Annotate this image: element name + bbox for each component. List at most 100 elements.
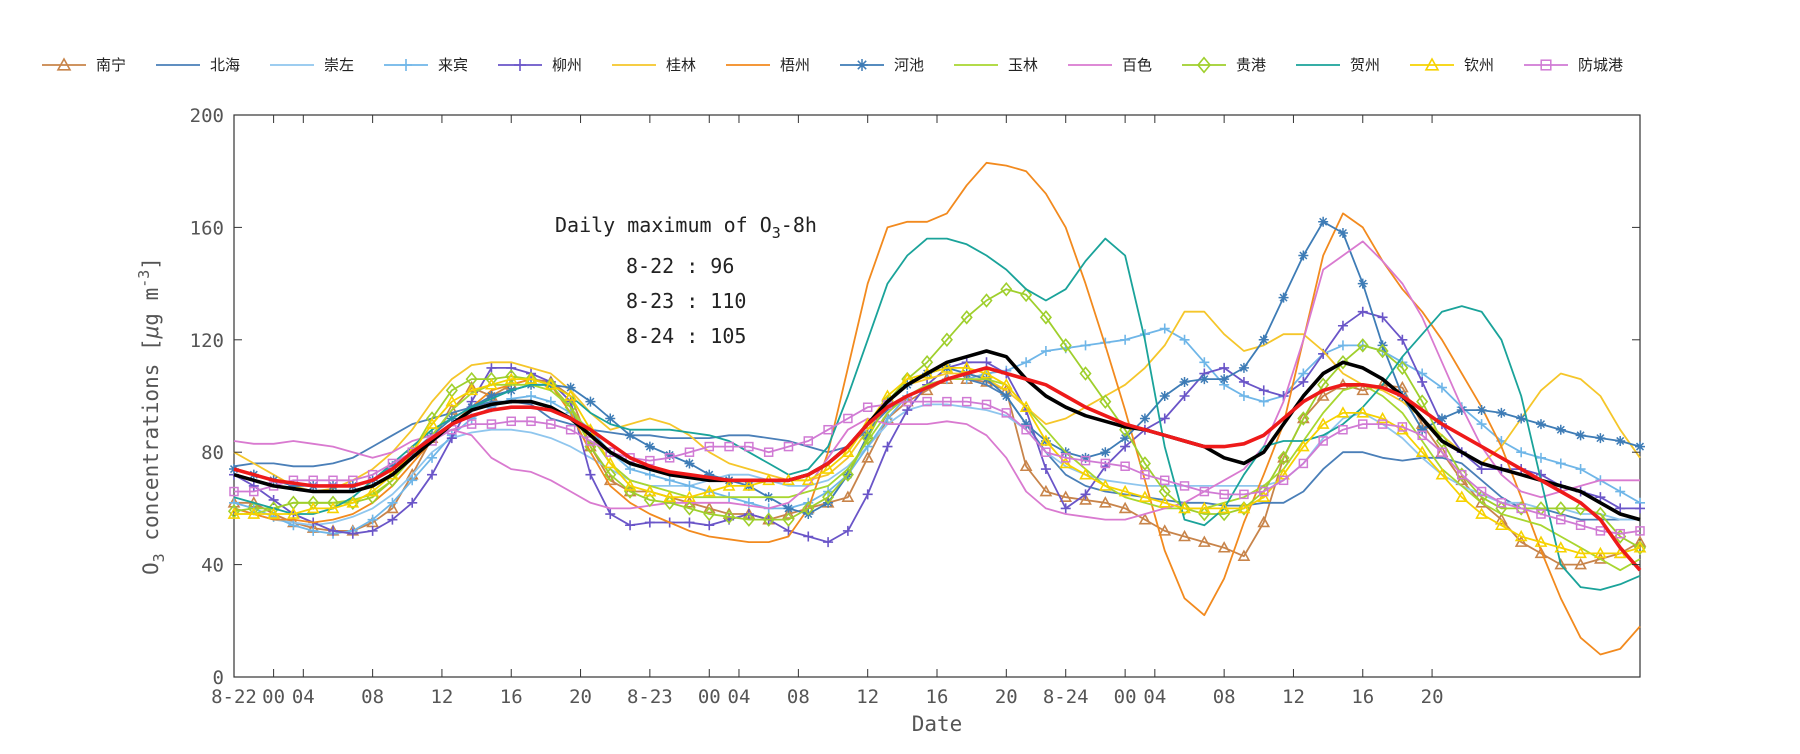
data-point <box>1338 424 1348 435</box>
data-point <box>940 332 953 348</box>
data-point <box>1436 382 1447 393</box>
data-point <box>644 469 655 480</box>
data-point <box>1356 338 1369 353</box>
data-point <box>1574 546 1587 559</box>
data-point <box>1516 503 1526 514</box>
legend-label: 钦州 <box>1464 56 1494 74</box>
data-point <box>724 441 734 452</box>
data-point <box>1277 450 1290 466</box>
annotation-title-end: -8h <box>781 213 817 237</box>
data-point <box>1001 408 1012 418</box>
data-point <box>367 514 378 525</box>
data-point <box>704 441 715 452</box>
legend-item: 钦州 <box>1410 56 1494 74</box>
legend-label: 桂林 <box>666 56 696 74</box>
data-point <box>1514 535 1528 547</box>
data-point <box>1615 435 1626 446</box>
data-point <box>1554 501 1567 516</box>
data-point <box>684 447 695 457</box>
data-point <box>1120 441 1131 452</box>
legend-item: 崇左 <box>270 56 354 74</box>
data-point <box>783 441 794 452</box>
data-point <box>1318 216 1329 227</box>
data-point <box>861 430 874 446</box>
data-point <box>1556 514 1566 525</box>
data-point <box>505 369 518 384</box>
data-point <box>704 520 715 531</box>
data-point <box>1337 320 1348 331</box>
x-tick-label: 20 <box>569 686 592 708</box>
data-point <box>1159 413 1170 424</box>
data-point <box>1417 424 1428 435</box>
data-point <box>704 469 715 480</box>
data-point <box>1535 452 1546 463</box>
data-point <box>1594 546 1607 559</box>
legend-item: 贺州 <box>1296 56 1380 74</box>
data-point <box>1575 430 1586 441</box>
data-point <box>1278 475 1289 486</box>
data-point <box>1635 526 1645 536</box>
data-point <box>1575 520 1586 531</box>
data-point <box>1417 376 1428 387</box>
legend-label: 玉林 <box>1008 56 1038 74</box>
data-point <box>1118 484 1132 497</box>
y-axis-title-part: concentrations [ <box>139 338 163 553</box>
data-point <box>407 497 418 508</box>
data-point <box>981 357 992 368</box>
data-point <box>664 475 675 486</box>
data-point <box>623 484 637 497</box>
data-point <box>1536 509 1546 519</box>
data-point <box>783 503 794 514</box>
data-point <box>981 399 992 410</box>
series-lines <box>227 161 1647 656</box>
legend: 南宁 北海 崇左 来宾 柳州 桂林 梧州 河池 玉林 百色 贵港 贺州 钦州 防城港 <box>42 56 1623 74</box>
legend-label: 贵港 <box>1236 56 1266 74</box>
data-point <box>1039 434 1053 446</box>
data-point <box>1021 357 1032 368</box>
data-point <box>526 416 536 427</box>
data-point <box>1239 489 1249 500</box>
x-tick-label: 04 <box>728 686 751 708</box>
legend-item: 来宾 <box>384 56 468 74</box>
data-point <box>1257 490 1271 502</box>
data-point <box>1358 419 1368 429</box>
x-tick-label: 04 <box>1143 686 1166 708</box>
data-point <box>1595 492 1606 503</box>
data-point <box>1219 374 1230 385</box>
legend-item: 百色 <box>1068 56 1152 74</box>
data-point <box>585 396 596 407</box>
data-point <box>1138 456 1151 471</box>
data-point <box>1098 479 1112 491</box>
data-point <box>564 399 577 415</box>
data-point <box>249 486 259 497</box>
data-point <box>1139 413 1150 424</box>
data-point <box>229 464 239 475</box>
data-point <box>1120 461 1130 471</box>
data-point <box>702 484 716 497</box>
data-point <box>1575 464 1586 475</box>
x-tick-label: 8-24 <box>1043 686 1089 708</box>
data-point <box>526 391 537 401</box>
data-point <box>1437 447 1447 457</box>
data-point <box>1377 312 1388 323</box>
legend-label: 崇左 <box>324 56 354 74</box>
data-point <box>1120 433 1131 444</box>
data-point <box>841 467 854 482</box>
data-point <box>1298 250 1309 261</box>
data-point <box>1080 489 1091 500</box>
data-point <box>287 507 300 519</box>
data-point <box>801 473 815 486</box>
data-point <box>1555 424 1566 435</box>
data-point <box>1298 458 1309 469</box>
data-point <box>861 451 875 463</box>
data-point <box>1021 419 1032 430</box>
data-point <box>1179 481 1190 491</box>
x-tick-label: 00 <box>698 686 721 708</box>
data-point <box>625 430 636 441</box>
data-point <box>1138 512 1152 525</box>
data-point <box>1595 433 1606 444</box>
data-point <box>306 501 320 514</box>
data-point <box>1179 391 1190 401</box>
